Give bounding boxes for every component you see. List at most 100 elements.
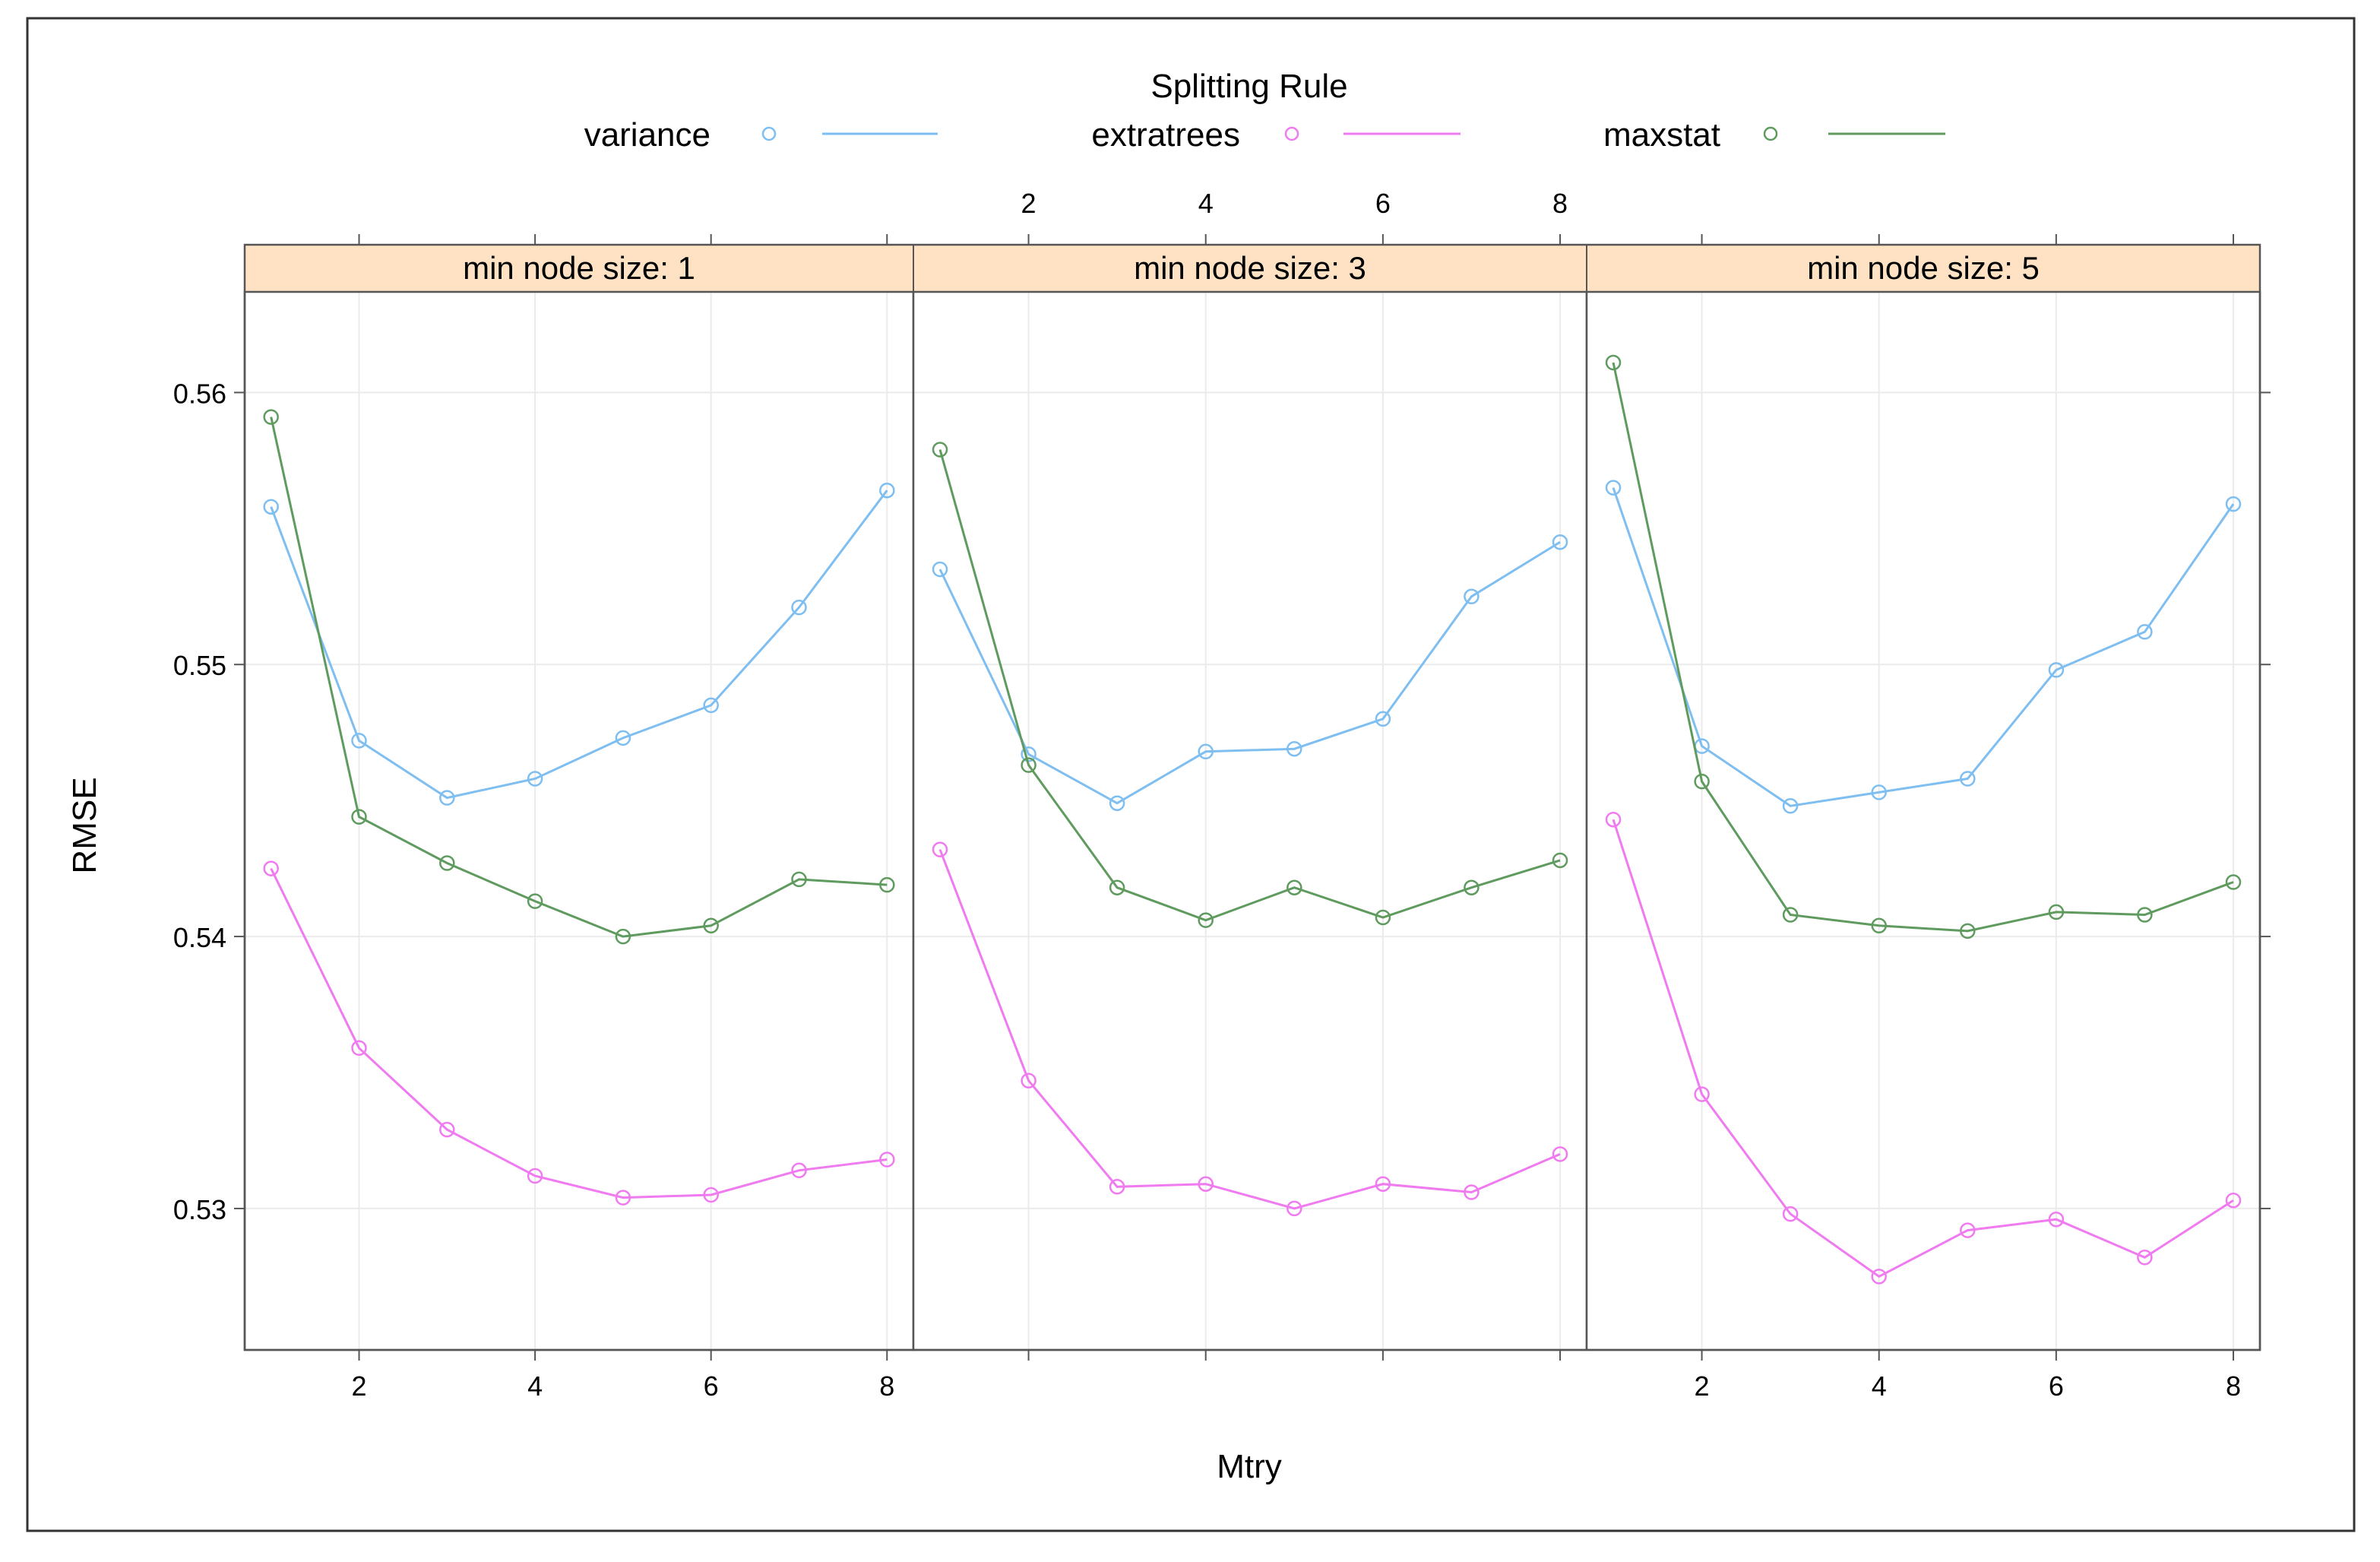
data-point-variance xyxy=(932,561,948,578)
data-point-extratrees xyxy=(1605,811,1622,828)
data-point-extratrees xyxy=(615,1190,631,1206)
data-point-variance xyxy=(1871,784,1887,800)
data-point-maxstat xyxy=(1694,773,1710,790)
data-point-extratrees xyxy=(1464,1184,1480,1200)
data-point-maxstat xyxy=(1021,757,1037,773)
data-point-extratrees xyxy=(1694,1086,1710,1102)
panel-background xyxy=(245,292,913,1350)
data-point-maxstat xyxy=(932,442,948,458)
data-point-variance xyxy=(263,499,279,515)
data-point-variance xyxy=(1464,588,1480,605)
panel-strip xyxy=(244,244,914,293)
x-tick-label: 4 xyxy=(1872,1370,1887,1402)
x-tick-label-top: 8 xyxy=(1552,188,1568,219)
legend: variance extratrees maxstat xyxy=(584,116,1945,154)
data-point-maxstat xyxy=(1782,907,1799,923)
data-point-extratrees xyxy=(1782,1206,1799,1222)
data-point-maxstat xyxy=(1287,879,1302,895)
data-point-maxstat xyxy=(1552,852,1568,869)
data-point-variance xyxy=(615,730,631,746)
data-point-variance xyxy=(1960,771,1976,787)
panel-3: min node size: 5 xyxy=(1585,244,2261,1351)
data-point-variance xyxy=(1109,795,1125,811)
x-tick-label-top: 2 xyxy=(1021,188,1037,219)
legend-label-variance: variance xyxy=(584,116,711,154)
series-line-extratrees xyxy=(1612,819,2234,1278)
data-point-variance xyxy=(2137,624,2153,640)
data-point-maxstat xyxy=(351,809,367,825)
legend-marker-maxstat xyxy=(1763,126,1778,141)
data-point-variance xyxy=(2048,662,2065,678)
panel-background xyxy=(913,292,1587,1350)
data-point-maxstat xyxy=(1109,879,1125,895)
x-tick-label: 8 xyxy=(879,1370,894,1402)
data-point-variance xyxy=(1552,534,1568,550)
data-point-extratrees xyxy=(2137,1250,2153,1266)
data-point-maxstat xyxy=(2225,874,2242,890)
data-point-maxstat xyxy=(879,876,895,893)
x-tick-label-top: 6 xyxy=(1375,188,1391,219)
data-point-variance xyxy=(351,733,367,749)
data-point-extratrees xyxy=(351,1040,367,1057)
data-point-extratrees xyxy=(1287,1200,1302,1217)
data-point-extratrees xyxy=(1109,1179,1125,1195)
axes: 0.53 0.54 0.55 0.56 2 2 2 4 4 4 6 6 6 8 8 8 xyxy=(173,188,2271,1402)
data-point-extratrees xyxy=(2225,1192,2242,1209)
x-tick-label-top: 4 xyxy=(1198,188,1214,219)
y-tick-label: 0.55 xyxy=(173,650,226,681)
data-point-maxstat xyxy=(439,855,455,871)
data-point-extratrees xyxy=(263,860,279,876)
data-point-maxstat xyxy=(1198,912,1214,928)
panel-strip xyxy=(913,244,1587,293)
series-line-maxstat xyxy=(938,449,1561,922)
data-point-extratrees xyxy=(1021,1072,1037,1088)
legend-label-extratrees: extratrees xyxy=(1091,116,1240,154)
panel-strip-label: min node size: 1 xyxy=(463,250,695,286)
x-tick-label: 6 xyxy=(704,1370,719,1402)
data-point-variance xyxy=(1605,480,1622,496)
legend-label-maxstat: maxstat xyxy=(1603,116,1720,154)
series-line-maxstat xyxy=(270,417,888,938)
data-point-maxstat xyxy=(1960,923,1976,939)
panel-1: min node size: 1 xyxy=(243,244,915,1351)
y-tick-label: 0.54 xyxy=(173,922,226,953)
series-line-extratrees xyxy=(938,849,1561,1210)
data-point-extratrees xyxy=(1871,1269,1887,1285)
data-point-extratrees xyxy=(2048,1211,2065,1228)
data-point-extratrees xyxy=(791,1162,807,1179)
series-line-variance xyxy=(938,540,1561,805)
data-point-variance xyxy=(1375,711,1391,727)
data-point-variance xyxy=(791,599,807,616)
data-point-extratrees xyxy=(1198,1176,1214,1192)
plot-frame xyxy=(243,243,2261,1351)
legend-marker-extratrees xyxy=(1284,126,1299,141)
data-point-variance xyxy=(879,482,895,499)
data-point-maxstat xyxy=(791,871,807,888)
x-tick-label: 6 xyxy=(2049,1370,2064,1402)
data-point-maxstat xyxy=(2048,904,2065,920)
panel-2: min node size: 3 xyxy=(912,244,1588,1351)
data-point-extratrees xyxy=(879,1152,895,1168)
data-point-maxstat xyxy=(1871,917,1887,934)
data-point-variance xyxy=(1287,740,1302,757)
series-line-variance xyxy=(270,490,888,800)
data-point-extratrees xyxy=(527,1168,543,1184)
x-tick-label: 2 xyxy=(352,1370,367,1402)
data-point-extratrees xyxy=(439,1121,455,1138)
legend-title: Splitting Rule xyxy=(1150,68,1347,105)
data-point-maxstat xyxy=(1605,354,1622,371)
data-point-variance xyxy=(439,790,455,806)
data-point-extratrees xyxy=(703,1187,719,1203)
series-line-variance xyxy=(1612,487,2235,807)
x-tick-label: 4 xyxy=(527,1370,543,1402)
panel-strip-label: min node size: 3 xyxy=(1134,250,1366,286)
data-point-maxstat xyxy=(615,928,631,945)
panel-strip-label: min node size: 5 xyxy=(1807,250,2040,286)
x-axis-label: Mtry xyxy=(1217,1448,1282,1485)
data-point-maxstat xyxy=(527,893,543,909)
legend-marker-variance xyxy=(761,126,777,141)
data-point-maxstat xyxy=(263,409,279,425)
data-point-maxstat xyxy=(2137,907,2153,923)
data-point-extratrees xyxy=(1375,1176,1391,1192)
